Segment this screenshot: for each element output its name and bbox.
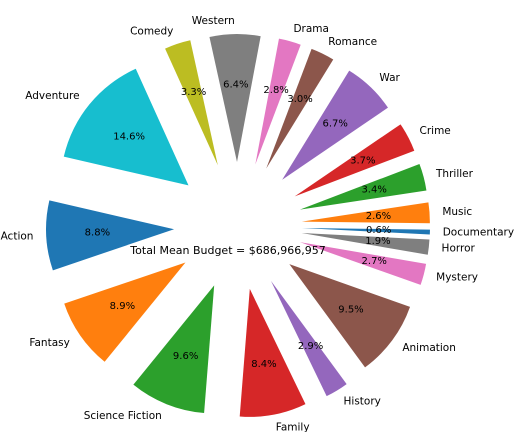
percent-label-history: 2.9% — [298, 341, 323, 352]
slice-western — [209, 34, 261, 163]
slice-family — [239, 288, 306, 417]
percent-label-family: 8.4% — [251, 359, 276, 370]
category-label-romance: Romance — [328, 36, 377, 48]
slice-science-fiction — [133, 285, 215, 414]
percent-label-action: 8.8% — [85, 228, 110, 239]
category-label-war: War — [379, 72, 400, 84]
slice-war — [282, 70, 388, 180]
slice-adventure — [63, 68, 189, 186]
slice-drama — [255, 38, 301, 165]
category-label-history: History — [344, 396, 381, 408]
category-label-adventure: Adventure — [25, 90, 79, 102]
total-mean-budget-annotation: Total Mean Budget = $686,966,957 — [129, 244, 325, 257]
percent-label-crime: 3.7% — [350, 155, 375, 166]
category-label-thriller: Thriller — [435, 168, 474, 180]
pie-slices — [46, 34, 430, 417]
category-label-family: Family — [276, 421, 310, 432]
percent-label-mystery: 2.7% — [362, 256, 387, 267]
category-label-western: Western — [192, 15, 235, 27]
slice-mystery — [299, 242, 427, 285]
slice-horror — [301, 233, 430, 255]
slice-romance — [266, 48, 334, 169]
category-label-action: Action — [1, 230, 34, 242]
slice-animation — [289, 264, 411, 368]
category-label-horror: Horror — [442, 243, 476, 255]
slice-comedy — [165, 40, 218, 166]
slice-history — [270, 280, 347, 397]
percent-label-horror: 1.9% — [365, 236, 390, 247]
slice-thriller — [299, 163, 427, 210]
percent-label-fantasy: 8.9% — [110, 301, 135, 312]
percent-label-music: 2.6% — [366, 211, 391, 222]
category-labels: Action Fantasy Science Fiction Family Histor… — [1, 15, 515, 432]
slice-action — [46, 200, 175, 271]
slice-documentary — [301, 228, 430, 235]
slice-music — [301, 202, 430, 224]
slice-crime — [294, 124, 415, 197]
percent-label-war: 6.7% — [323, 119, 348, 130]
percent-label-animation: 9.5% — [338, 305, 363, 316]
percent-label-documentary: 0.6% — [366, 225, 391, 236]
percent-label-comedy: 3.3% — [181, 87, 206, 98]
category-label-fantasy: Fantasy — [29, 337, 69, 349]
percent-label-western: 6.4% — [223, 80, 248, 91]
category-label-comedy: Comedy — [130, 26, 173, 38]
percent-label-drama: 2.8% — [263, 85, 288, 96]
percent-labels: 8.8% 8.9% 9.6% 8.4% 2.9% 9.5% 2.7% 1.9%0.6% 2.6%… — [85, 80, 392, 370]
slice-fantasy — [64, 262, 186, 362]
percent-label-adventure: 14.6% — [113, 131, 145, 142]
category-label-mystery: Mystery — [436, 272, 478, 284]
category-label-music: Music — [442, 206, 472, 218]
percent-label-romance: 3.0% — [287, 94, 312, 105]
category-label-animation: Animation — [402, 342, 456, 354]
category-label-drama: Drama — [293, 23, 329, 35]
percent-label-thriller: 3.4% — [361, 185, 386, 196]
category-label-crime: Crime — [420, 125, 451, 137]
percent-label-science-fiction: 9.6% — [173, 351, 198, 362]
category-label-documentary: Documentary — [443, 226, 514, 238]
category-label-science-fiction: Science Fiction — [84, 410, 162, 422]
